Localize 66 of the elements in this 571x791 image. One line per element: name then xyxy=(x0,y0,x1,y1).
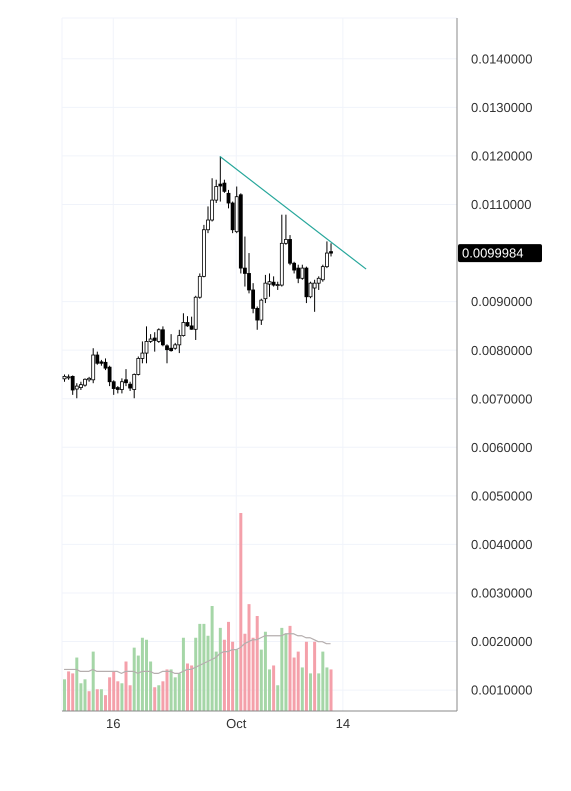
bar xyxy=(182,638,185,711)
y-tick-label: 0.0030000 xyxy=(471,586,532,601)
bar xyxy=(264,632,267,711)
bar xyxy=(321,652,324,711)
y-tick-label: 0.0140000 xyxy=(471,51,532,66)
bar xyxy=(186,663,190,711)
candlestick xyxy=(70,374,75,396)
bar xyxy=(256,616,259,711)
bar xyxy=(296,652,300,711)
candlestick xyxy=(218,156,222,202)
bar xyxy=(140,638,144,711)
candlestick xyxy=(156,328,161,344)
bar xyxy=(288,626,292,711)
x-tick-label: 14 xyxy=(336,716,350,732)
candlestick xyxy=(144,326,148,364)
bar xyxy=(272,665,276,711)
bar xyxy=(63,679,66,711)
bar xyxy=(153,687,156,711)
y-tick-label: 0.0070000 xyxy=(471,391,532,406)
bar xyxy=(190,665,194,711)
y-tick-label: 0.0080000 xyxy=(471,342,532,358)
bar xyxy=(235,650,238,711)
bar xyxy=(198,624,202,711)
bar xyxy=(71,673,74,711)
bar xyxy=(300,667,304,711)
y-tick-label: 0.0060000 xyxy=(471,440,532,455)
text: 0.0099984 xyxy=(462,246,524,261)
y-tick-label: 0.0040000 xyxy=(471,537,532,552)
bar xyxy=(313,642,316,711)
bar xyxy=(88,691,91,711)
bar xyxy=(120,683,124,711)
bar xyxy=(280,628,284,711)
y-tick-label: 0.0050000 xyxy=(471,488,532,504)
bar xyxy=(96,689,99,711)
bar xyxy=(210,606,214,711)
y-tick-label: 0.0090000 xyxy=(471,294,532,310)
bar xyxy=(227,622,230,711)
bar xyxy=(112,671,116,711)
bar xyxy=(218,628,222,711)
bar xyxy=(84,679,86,711)
bar xyxy=(248,604,251,711)
bar xyxy=(132,648,136,711)
bar xyxy=(67,671,70,711)
bar xyxy=(157,685,160,711)
candlestick xyxy=(152,332,157,352)
bar xyxy=(166,669,169,711)
candlestick xyxy=(296,264,300,284)
bar xyxy=(330,669,333,711)
y-tick-label: 0.0010000 xyxy=(471,682,532,698)
bar xyxy=(239,513,242,711)
bar xyxy=(145,640,148,711)
bar xyxy=(100,689,103,711)
bar xyxy=(304,642,308,711)
bar xyxy=(124,662,128,711)
y-tick-label: 0.0110000 xyxy=(471,197,532,212)
bar xyxy=(202,624,206,711)
x-tick-label: 16 xyxy=(106,716,120,732)
bar xyxy=(92,652,95,711)
bar xyxy=(309,673,312,711)
y-tick-label: 0.0020000 xyxy=(471,634,532,650)
candlestick xyxy=(312,279,317,312)
y-tick-label: 0.0120000 xyxy=(471,148,532,164)
x-tick-label: Oct xyxy=(226,716,247,732)
y-tick-label: 0.0130000 xyxy=(471,100,532,115)
bar xyxy=(75,658,78,711)
bar xyxy=(170,669,173,711)
